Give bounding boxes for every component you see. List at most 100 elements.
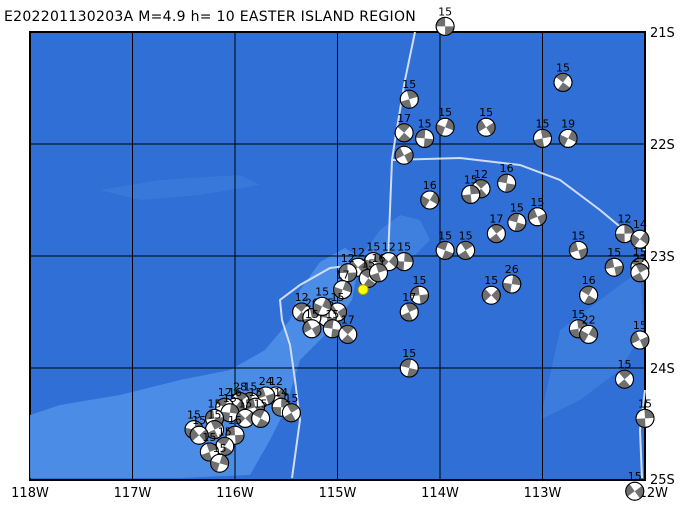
- mechanism-depth-label: 14: [274, 386, 288, 399]
- focal-mechanism: [461, 184, 481, 204]
- mechanism-depth-label: 15: [459, 229, 473, 242]
- lat-label: 21S: [650, 26, 675, 41]
- grid-labels: 118W 117W 116W 115W 114W 113W 112W 21S 2…: [11, 26, 675, 501]
- map-title: E202201130203A M=4.9 h= 10 EASTER ISLAND…: [4, 9, 417, 25]
- mechanism-depth-label: 15: [192, 414, 206, 427]
- mechanism-depth-label: 12: [382, 241, 396, 254]
- focal-mechanism: [435, 16, 455, 36]
- event-epicenter-marker: [357, 284, 369, 296]
- mechanism-depth-label: 15: [438, 106, 452, 119]
- focal-mechanism: [604, 257, 624, 277]
- focal-mechanism: [312, 296, 332, 316]
- focal-mechanism: [435, 240, 455, 260]
- mechanism-depth-label: 16: [372, 252, 386, 265]
- mechanism-depth-label: 15: [305, 308, 319, 321]
- mechanism-depth-label: 28: [233, 381, 247, 394]
- mechanism-depth-label: 15: [331, 291, 345, 304]
- mechanism-depth-label: 12: [269, 375, 283, 388]
- focal-mechanism: [333, 280, 353, 300]
- mechanism-depth-label: 15: [218, 425, 232, 438]
- mechanism-depth-label: 12: [218, 386, 232, 399]
- mechanism-depth-label: 15: [571, 308, 585, 321]
- mechanism-depth-label: 15: [530, 196, 544, 209]
- focal-mechanism: [579, 324, 599, 344]
- mechanism-depth-label: 15: [249, 386, 263, 399]
- focal-mechanism: [420, 190, 440, 210]
- focal-mechanism: [507, 212, 527, 232]
- mechanism-depth-label: 16: [423, 179, 437, 192]
- mechanism-depth-label: 27: [633, 252, 647, 265]
- focal-mechanism: [558, 128, 578, 148]
- focal-mechanism: [251, 408, 271, 428]
- mechanism-depth-label: 15: [571, 229, 585, 242]
- mechanism-depth-label: 15: [202, 431, 216, 444]
- mechanism-depth-label: 15: [638, 397, 652, 410]
- focal-mechanism: [410, 285, 429, 305]
- lon-label: 116W: [216, 486, 254, 501]
- focal-mechanism: [415, 128, 435, 148]
- mechanism-depth-label: 15: [556, 61, 570, 74]
- event-layer: [357, 284, 369, 296]
- mechanism-depth-label: 15: [402, 78, 416, 91]
- focal-mechanism: [635, 408, 655, 428]
- mechanism-depth-label: 15: [628, 470, 642, 483]
- mechanism-depth-label: 15: [397, 241, 411, 254]
- mechanism-depth-label: 12: [341, 252, 355, 265]
- mechanism-depth-label: 15: [484, 274, 498, 287]
- mechanism-depth-label: 24: [259, 375, 273, 388]
- focal-mechanism: [399, 89, 419, 109]
- mechanism-depth-label: 12: [295, 291, 309, 304]
- mechanism-depth-label: 15: [633, 246, 647, 259]
- focal-mechanism: [481, 285, 501, 305]
- focal-mechanism: [210, 453, 230, 473]
- mechanism-depth-label: 12: [474, 168, 488, 181]
- mechanism-depth-label: 15: [213, 442, 227, 455]
- mechanism-depth-label: 19: [561, 117, 575, 130]
- lon-label: 113W: [524, 486, 562, 501]
- mechanism-depth-label: 15: [243, 381, 257, 394]
- mechanism-depth-label: 16: [228, 386, 242, 399]
- mechanism-depth-label: 15: [402, 347, 416, 360]
- focal-mechanism: [568, 240, 588, 260]
- mechanism-depth-label: 15: [413, 274, 427, 287]
- lat-label: 24S: [650, 362, 675, 377]
- mechanism-depth-label: 26: [505, 263, 519, 276]
- focal-mechanism: [338, 263, 358, 283]
- mechanism-depth-label: 17: [336, 269, 350, 282]
- mechanism-depth-label: 17: [341, 313, 355, 326]
- focal-mechanism: [502, 274, 522, 294]
- focal-mechanism: [205, 420, 224, 440]
- focal-mechanism: [394, 123, 414, 143]
- focal-mechanism: [476, 117, 496, 137]
- mechanism-depth-label: 15: [315, 285, 329, 298]
- mechanism-depth-label: 17: [397, 112, 411, 125]
- mechanism-depth-label: 15: [284, 392, 298, 405]
- focal-mechanism: [399, 302, 419, 322]
- lat-label: 23S: [650, 250, 675, 265]
- lat-label: 22S: [650, 138, 675, 153]
- bathymetry-shallow: [30, 175, 644, 478]
- mechanism-depth-label: 14: [633, 218, 647, 231]
- mechanism-depth-label: 15: [464, 173, 478, 186]
- mechanism-depth-label: 15: [223, 392, 237, 405]
- focal-mechanism: [456, 240, 476, 260]
- focal-mechanism: [189, 425, 209, 445]
- focal-mechanism: [435, 117, 455, 137]
- mechanism-depth-label: 15: [208, 397, 222, 410]
- focal-mechanism: [338, 324, 358, 344]
- focal-mechanism: [281, 403, 301, 423]
- mechanism-depth-label: 16: [582, 274, 596, 287]
- focal-mechanism: [625, 481, 645, 501]
- mechanism-depth-label: 15: [618, 358, 632, 371]
- mechanism-depth-label: 17: [402, 291, 416, 304]
- focal-mechanism: [399, 358, 419, 378]
- focal-mechanism: [615, 369, 634, 389]
- focal-mechanism: [394, 145, 414, 165]
- focal-mechanism: [630, 330, 650, 350]
- lon-label: 114W: [421, 486, 459, 501]
- mechanism-depth-label: 15: [187, 409, 201, 422]
- focal-mechanism: [553, 72, 573, 92]
- focal-mechanism: [369, 263, 388, 283]
